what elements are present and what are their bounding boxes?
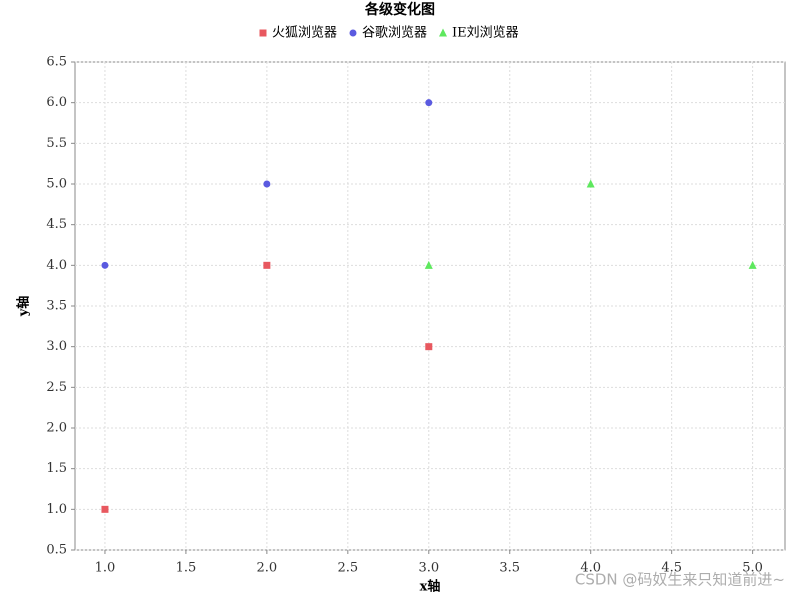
y-tick-label: 5.0 xyxy=(46,177,67,192)
y-tick-label: 3.0 xyxy=(46,339,67,354)
y-tick-label: 2.5 xyxy=(46,380,67,395)
legend-label: IE刘浏览器 xyxy=(452,25,519,41)
point xyxy=(425,99,433,107)
point xyxy=(424,260,433,269)
y-tick-label: 0.5 xyxy=(46,543,67,558)
point xyxy=(263,180,271,188)
point xyxy=(101,505,109,513)
y-tick-label: 6.5 xyxy=(46,55,67,70)
x-tick-label: 3.5 xyxy=(499,561,520,576)
y-tick-label: 1.0 xyxy=(46,502,67,517)
watermark: CSDN @码奴生来只知道前进~ xyxy=(575,571,785,589)
y-tick-label: 5.5 xyxy=(46,136,67,151)
plot-area xyxy=(74,61,786,551)
legend-marker xyxy=(439,28,447,37)
point xyxy=(748,260,757,269)
legend-marker xyxy=(259,29,267,37)
point xyxy=(263,261,271,269)
point xyxy=(586,179,595,188)
x-tick-label: 3.0 xyxy=(418,561,439,576)
x-tick-label: 4.5 xyxy=(661,561,682,576)
x-tick-label: 1.0 xyxy=(95,561,116,576)
x-tick-label: 4.0 xyxy=(580,561,601,576)
y-tick-label: 6.0 xyxy=(46,95,67,110)
legend-label: 火狐浏览器 xyxy=(272,25,337,41)
y-tick-label: 3.5 xyxy=(46,299,67,314)
x-tick-label: 5.0 xyxy=(742,561,763,576)
x-tick-label: 2.5 xyxy=(337,561,358,576)
x-tick-label: 2.0 xyxy=(257,561,278,576)
point xyxy=(101,261,109,269)
legend-label: 谷歌浏览器 xyxy=(362,25,427,41)
chart-title: 各级变化图 xyxy=(364,1,435,18)
y-tick-label: 4.0 xyxy=(46,258,67,273)
y-tick-label: 4.5 xyxy=(46,217,67,232)
x-axis-label: x轴 xyxy=(420,579,441,595)
y-tick-label: 2.0 xyxy=(46,421,67,436)
y-axis-label: y轴 xyxy=(16,296,32,318)
x-tick-label: 1.5 xyxy=(176,561,197,576)
point xyxy=(425,343,433,351)
legend-marker xyxy=(349,29,357,37)
y-tick-label: 1.5 xyxy=(46,461,67,476)
